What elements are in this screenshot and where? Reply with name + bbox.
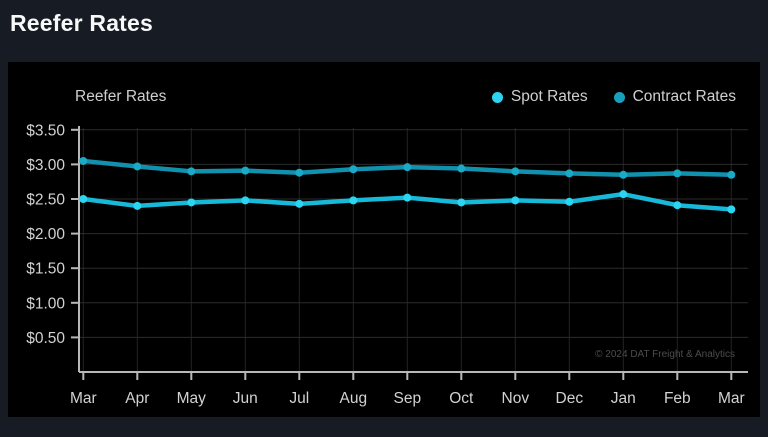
- page-title: Reefer Rates: [10, 10, 154, 36]
- spot-rates-point[interactable]: [727, 205, 736, 214]
- x-tick-label: Jul: [289, 390, 309, 407]
- contract-rates-point[interactable]: [133, 162, 142, 171]
- watermark: © 2024 DAT Freight & Analytics: [595, 349, 735, 360]
- contract-rates-point[interactable]: [457, 164, 466, 173]
- spot-rates-point[interactable]: [241, 196, 250, 205]
- x-tick-label: Jan: [611, 390, 636, 407]
- contract-rates-point[interactable]: [79, 156, 88, 165]
- contract-rates-point[interactable]: [565, 169, 574, 178]
- y-tick-label: $2.50: [26, 192, 65, 209]
- contract-rates-point[interactable]: [673, 169, 682, 178]
- contract-rates-point[interactable]: [511, 167, 520, 176]
- x-tick-label: Feb: [664, 390, 691, 407]
- y-tick-label: $0.50: [26, 330, 65, 347]
- y-tick-label: $1.00: [26, 295, 65, 312]
- legend-label: Spot Rates: [510, 88, 588, 105]
- x-tick-label: Aug: [340, 390, 368, 407]
- contract-rates-point[interactable]: [349, 165, 358, 174]
- chart-title: Reefer Rates: [75, 88, 167, 105]
- y-tick-label: $3.00: [26, 157, 65, 174]
- x-tick-label: Sep: [394, 390, 422, 407]
- legend-dot-icon: [613, 91, 625, 103]
- contract-rates-point[interactable]: [187, 167, 196, 176]
- spot-rates-point[interactable]: [79, 195, 88, 203]
- contract-rates-point[interactable]: [241, 166, 250, 175]
- legend-label: Contract Rates: [632, 88, 736, 105]
- y-tick-label: $3.50: [26, 122, 65, 139]
- legend-dot-icon: [491, 91, 503, 103]
- y-tick-label: $2.00: [26, 226, 65, 243]
- spot-rates-point[interactable]: [673, 201, 682, 210]
- legend-item-contract-rates[interactable]: Contract Rates: [613, 88, 736, 106]
- contract-rates-point[interactable]: [619, 170, 628, 179]
- contract-rates-point[interactable]: [295, 168, 304, 177]
- spot-rates-point[interactable]: [133, 201, 142, 210]
- spot-rates-point[interactable]: [619, 190, 628, 199]
- x-tick-label: Oct: [449, 390, 474, 407]
- y-tick-label: $1.50: [26, 261, 65, 278]
- x-tick-label: May: [177, 390, 207, 407]
- x-tick-label: Jun: [233, 390, 258, 407]
- x-tick-label: Apr: [125, 390, 149, 407]
- contract-rates-point[interactable]: [727, 170, 736, 179]
- contract-rates-point[interactable]: [403, 163, 412, 172]
- x-tick-label: Mar: [70, 390, 97, 407]
- spot-rates-point[interactable]: [349, 196, 358, 205]
- page-header: Reefer Rates: [10, 10, 153, 37]
- x-tick-label: Mar: [718, 390, 745, 407]
- chart-legend: Spot Rates Contract Rates: [491, 88, 736, 106]
- reefer-rates-line-chart[interactable]: $0.50 $1.00 $1.50 $2.00 $2.50 $3.00 $3.50 Mar Ap…: [8, 62, 760, 417]
- legend-item-spot-rates[interactable]: Spot Rates: [491, 88, 588, 106]
- spot-rates-point[interactable]: [511, 196, 520, 205]
- chart-card: Reefer Rates Spot Rates Contract Rates $0…: [8, 62, 760, 417]
- spot-rates-point[interactable]: [457, 198, 466, 207]
- x-tick-label: Nov: [502, 390, 530, 407]
- spot-rates-point[interactable]: [295, 199, 304, 208]
- spot-rates-point[interactable]: [565, 197, 574, 206]
- x-tick-label: Dec: [556, 390, 584, 407]
- spot-rates-point[interactable]: [187, 198, 196, 207]
- spot-rates-point[interactable]: [403, 193, 412, 202]
